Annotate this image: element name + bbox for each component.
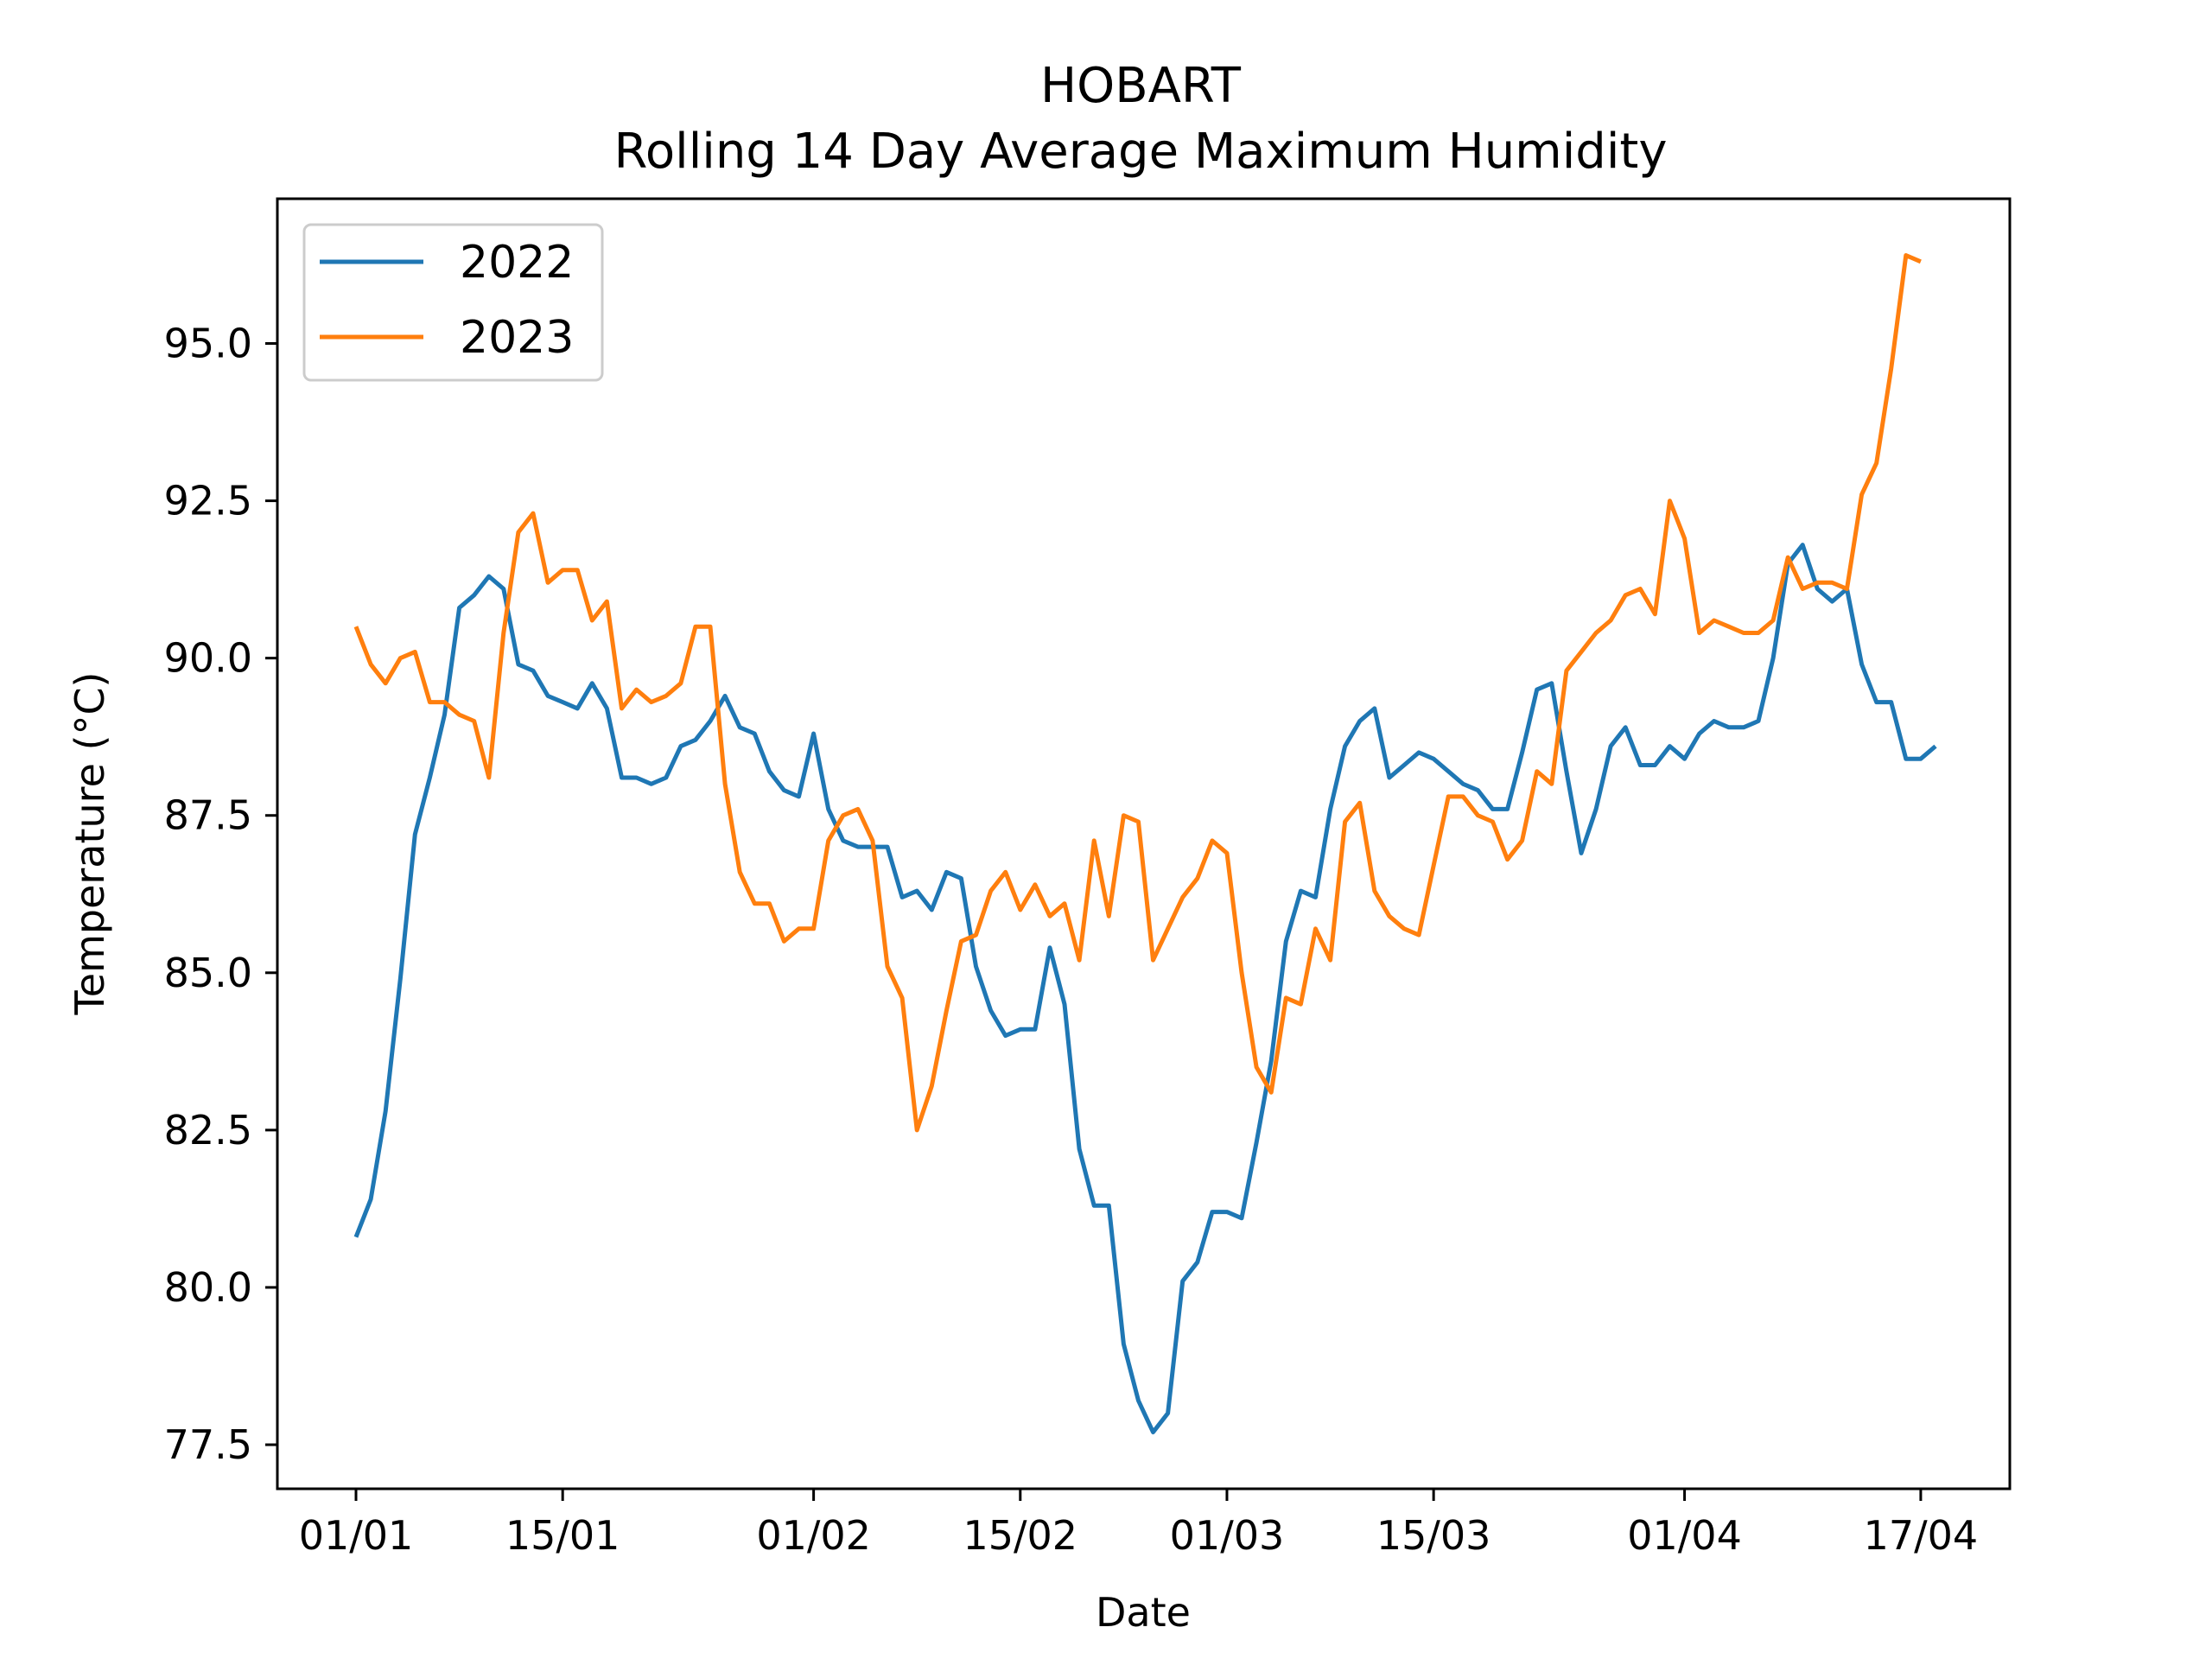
x-tick-label: 01/01 [299,1512,414,1559]
x-tick-label: 15/01 [505,1512,620,1559]
y-tick-label: 92.5 [164,478,252,524]
y-tick-label: 77.5 [164,1421,252,1468]
legend-label-2023: 2023 [460,312,574,364]
y-tick-label: 95.0 [164,321,252,367]
series-line-2023 [353,253,1922,1133]
y-tick-label: 85.0 [164,950,252,996]
x-tick-label: 01/04 [1627,1512,1742,1559]
y-tick-label: 82.5 [164,1107,252,1154]
y-tick-label: 80.0 [164,1264,252,1311]
plot-frame [276,197,2012,1491]
legend: 2022 2023 [302,223,604,382]
x-tick-label: 01/02 [756,1512,871,1559]
x-tick-label: 17/04 [1864,1512,1979,1559]
x-tick-label: 01/03 [1170,1512,1285,1559]
x-tick-label: 15/03 [1376,1512,1491,1559]
x-tick-label: 15/02 [963,1512,1077,1559]
x-axis-ticks: 01/01 15/01 01/02 15/02 01/03 15/03 01/04 17/04 [299,1489,1978,1559]
x-axis-label: Date [1096,1589,1191,1636]
series-layer [353,253,1937,1434]
y-tick-label: 87.5 [164,792,252,839]
series-line-2022 [353,543,1937,1434]
y-axis-ticks: 77.5 80.0 82.5 85.0 87.5 90.0 92.5 95.0 [164,321,277,1468]
y-tick-label: 90.0 [164,635,252,682]
legend-label-2022: 2022 [460,237,574,289]
chart-subtitle: Rolling 14 Day Average Maximum Humidity [613,124,1667,180]
y-axis-label: Temperature (°C) [67,671,113,1015]
chart-title: HOBART [1040,58,1242,114]
